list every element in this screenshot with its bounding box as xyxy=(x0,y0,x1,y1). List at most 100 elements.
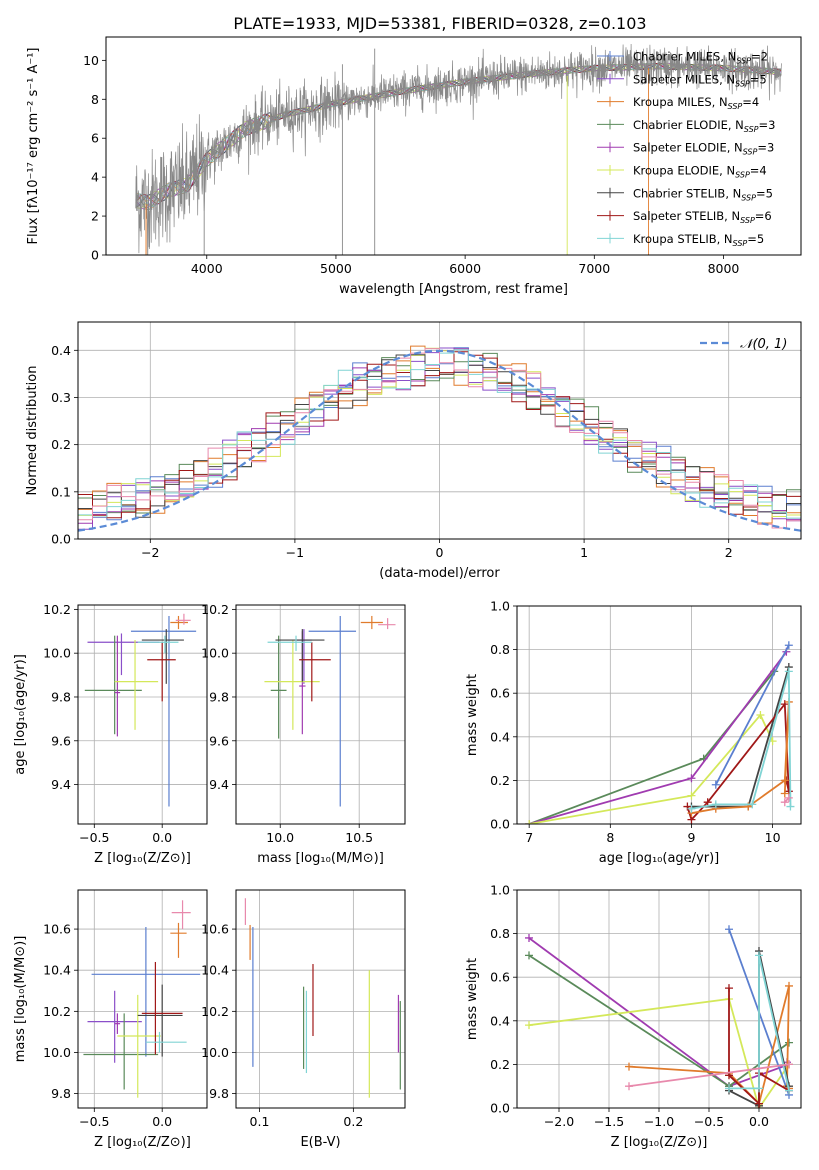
y-tick-label: 9.8 xyxy=(51,1086,71,1101)
normal-reference-curve xyxy=(78,349,801,532)
axes-frame xyxy=(77,321,802,540)
legend-label: Salpeter ELODIE, NSSP=3 xyxy=(633,141,774,157)
axes-frame xyxy=(235,604,406,825)
series-line-pink xyxy=(784,797,790,803)
axes-frame xyxy=(105,36,802,256)
x-tick-label: 4000 xyxy=(191,261,223,276)
series-line-kroupa_stelib xyxy=(691,671,792,810)
x-tick-label: −0.5 xyxy=(79,830,109,845)
y-tick-label: 0.4 xyxy=(490,729,510,744)
observed-spectrum xyxy=(135,43,782,255)
legend-label: Kroupa ELODIE, NSSP=4 xyxy=(633,164,767,180)
panel-weight_vs_Z: −2.0 −1.5 −1.0 −0.5 0.0 0.0 0.2 0.4 0.6 0.8 1.0 Z [… xyxy=(465,883,802,1150)
x-tick-label: 8000 xyxy=(708,261,740,276)
series-point-salpeter_stelib xyxy=(683,802,692,811)
series-point-kroupa_elodie xyxy=(687,791,696,800)
y-tick-label: 9.4 xyxy=(51,777,71,792)
y-tick-label: 9.8 xyxy=(209,1086,229,1101)
y-tick-label: 8 xyxy=(91,92,99,107)
x-tick-label: −0.5 xyxy=(694,1114,724,1129)
x-tick-label: −2 xyxy=(141,545,159,560)
panel-weight_vs_age: 7 8 9 10 0.0 0.2 0.4 0.6 0.8 1.0 age [log₁₀(age/yr… xyxy=(465,599,802,866)
x-tick-label: 5000 xyxy=(320,261,352,276)
y-axis-label: mass weight xyxy=(465,674,480,756)
legend-label: Kroupa MILES, NSSP=4 xyxy=(633,95,759,111)
series-point-kroupa_stelib xyxy=(711,800,720,809)
series-line-chabrier_elodie xyxy=(528,670,775,824)
series-point-pink xyxy=(780,798,789,807)
series-line-kroupa_miles xyxy=(691,701,790,814)
series-point-chabrier_miles xyxy=(711,780,720,789)
series-point-kroupa_elodie xyxy=(756,711,765,719)
legend-label: Chabrier STELIB, NSSP=5 xyxy=(633,186,773,202)
series-line-kroupa_stelib xyxy=(729,955,790,1091)
series-point-kroupa_stelib xyxy=(725,1084,733,1093)
series-point-kroupa_stelib xyxy=(784,667,793,676)
panel-age_vs_mass: 10.0 10.5 9.4 9.6 9.8 10.0 10.2 mass [log₁₀(M/M… xyxy=(201,602,406,866)
y-tick-label: 9.6 xyxy=(51,733,71,748)
y-tick-label: 9.8 xyxy=(209,689,229,704)
y-tick-label: 0.0 xyxy=(51,532,71,547)
x-axis-label: E(B-V) xyxy=(300,1135,340,1150)
x-axis-label: age [log₁₀(age/yr)] xyxy=(599,851,720,866)
series-point-kroupa_stelib xyxy=(785,1086,793,1095)
y-tick-label: 6 xyxy=(91,131,99,146)
x-tick-label: 7000 xyxy=(578,261,610,276)
y-tick-label: 10.6 xyxy=(201,922,229,937)
x-tick-label: 0.0 xyxy=(152,1114,172,1129)
panel-mass_vs_ebv: 0.1 0.2 9.8 10.0 10.2 10.4 10.6 E(B-V) xyxy=(201,889,406,1150)
series-point-kroupa_stelib xyxy=(755,951,763,960)
y-tick-label: 0.4 xyxy=(51,343,71,358)
x-tick-label: 10 xyxy=(765,830,781,845)
y-tick-label: 10.2 xyxy=(43,1004,71,1019)
series-point-salpeter_stelib xyxy=(780,700,789,709)
y-tick-label: 0.4 xyxy=(490,1013,510,1028)
x-tick-label: −2.0 xyxy=(544,1114,574,1129)
y-axis-label: mass [log₁₀(M/M⊙)] xyxy=(13,936,28,1063)
plot-area-mass_vs_ebv xyxy=(236,890,405,1108)
x-tick-label: 0.0 xyxy=(152,830,172,845)
axes-frame xyxy=(77,889,208,1109)
series-point-chabrier_elodie xyxy=(525,951,533,960)
x-tick-label: 10.0 xyxy=(266,830,294,845)
series-point-kroupa_stelib xyxy=(748,800,757,809)
y-tick-label: 0.8 xyxy=(490,642,510,657)
histogram-pink xyxy=(78,348,801,529)
series-line-salpeter_elodie xyxy=(528,651,788,824)
axes-frame xyxy=(516,889,802,1109)
series-point-kroupa_stelib xyxy=(786,802,795,811)
series-line-pink xyxy=(628,1063,790,1088)
x-tick-label: −1 xyxy=(286,545,304,560)
x-tick-label: 0.0 xyxy=(749,1114,769,1129)
y-axis-label: age [log₁₀(age/yr)] xyxy=(13,654,28,775)
x-tick-label: 0.1 xyxy=(250,1114,270,1129)
y-tick-label: 10.0 xyxy=(43,1045,71,1060)
x-axis-label: Z [log₁₀(Z/Z⊙)] xyxy=(611,1135,708,1150)
y-tick-label: 0 xyxy=(91,248,99,263)
legend-label: Salpeter MILES, NSSP=5 xyxy=(633,72,767,88)
y-axis-label: mass weight xyxy=(465,958,480,1040)
y-tick-label: 10.0 xyxy=(43,646,71,661)
series-point-kroupa_elodie xyxy=(525,820,534,824)
y-tick-label: 10.0 xyxy=(201,646,229,661)
series-point-salpeter_elodie xyxy=(687,774,696,783)
series-point-pink xyxy=(784,793,793,802)
panel-residuals: −2 −1 0 1 2 0.0 0.1 0.2 0.3 0.4 (data-model)/error… xyxy=(25,321,802,581)
spectrum-legend: Chabrier MILES, NSSP=2 Salpeter MILES, NS… xyxy=(597,50,775,248)
x-tick-label: −1.0 xyxy=(644,1114,674,1129)
y-tick-label: 0.6 xyxy=(490,970,510,985)
histogram-salpeter_stelib xyxy=(78,351,801,519)
y-tick-label: 0.2 xyxy=(490,773,510,788)
series-line-kroupa_elodie xyxy=(528,998,790,1108)
x-tick-label: 8 xyxy=(606,830,614,845)
series-point-kroupa_miles xyxy=(785,981,793,990)
plot-area-mass_vs_Z xyxy=(78,890,207,1108)
legend-label: Kroupa STELIB, NSSP=5 xyxy=(633,232,764,248)
plot-area-weight_vs_Z xyxy=(517,890,801,1108)
x-axis-label: Z [log₁₀(Z/Z⊙)] xyxy=(94,851,191,866)
y-tick-label: 10.4 xyxy=(201,963,229,978)
series-point-salpeter_stelib xyxy=(755,1099,763,1108)
y-tick-label: 9.4 xyxy=(209,777,229,792)
panel-mass_vs_Z: −0.5 0.0 9.8 10.0 10.2 10.4 10.6 Z [log₁₀(Z/Z⊙)… xyxy=(13,889,208,1150)
